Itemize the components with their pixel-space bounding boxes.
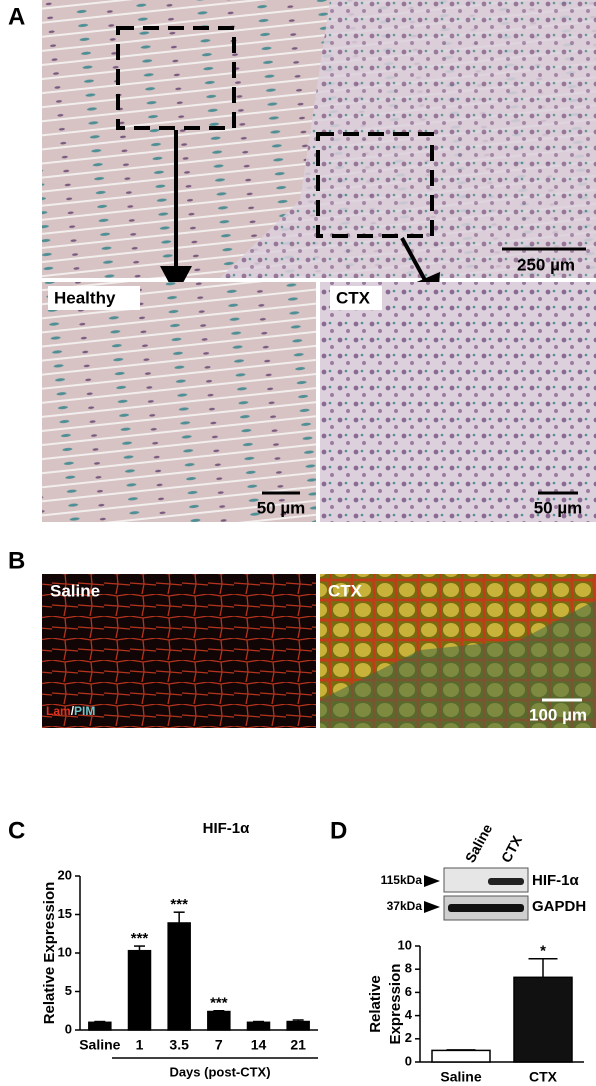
zoom-box (316, 132, 434, 238)
blot-band (448, 904, 524, 912)
stain-sep: / (71, 704, 75, 718)
significance: *** (131, 930, 149, 947)
panel-label: D (330, 817, 347, 844)
lane-label: Saline (462, 821, 496, 865)
y-tick-label: 0 (65, 1021, 72, 1036)
significance: *** (170, 896, 188, 913)
micrograph (42, 282, 316, 522)
y-axis-label: Relative (367, 975, 384, 1033)
bar (286, 1020, 310, 1031)
stain-label: Lam/PIM (46, 704, 95, 718)
bar (513, 976, 573, 1063)
scale-label: 50 µm (534, 498, 583, 517)
panel-label: C (8, 817, 25, 844)
label-bg (48, 286, 140, 310)
micrograph (320, 282, 596, 522)
bar (127, 949, 152, 1031)
panel-label: A (8, 3, 25, 30)
image-label: CTX (328, 581, 363, 600)
x-tick-label: 7 (215, 1037, 223, 1053)
image-label: Healthy (54, 288, 116, 307)
protein-label: GAPDH (532, 898, 586, 915)
bar (167, 922, 191, 1031)
scale-label: 50 µm (257, 498, 306, 517)
bar (88, 1021, 112, 1031)
y-tick-label: 15 (58, 906, 72, 921)
arrow-head (160, 266, 192, 296)
micrograph-infiltrate (320, 600, 596, 728)
x-tick-label: Saline (79, 1037, 120, 1053)
x-tick-label: 1 (136, 1037, 144, 1053)
blot-band (488, 878, 524, 885)
y-axis-label: Relative Expression (41, 882, 58, 1025)
y-tick-label: 2 (405, 1030, 412, 1045)
bar (207, 1010, 231, 1031)
panel-label: B (8, 547, 25, 574)
x-axis-label: Days (post-CTX) (169, 1064, 270, 1079)
y-tick-label: 10 (58, 944, 72, 959)
micrograph (42, 574, 316, 728)
significance: * (540, 943, 546, 960)
image-label: Saline (50, 581, 100, 600)
x-tick-label: 14 (251, 1037, 267, 1053)
bar (431, 1049, 491, 1063)
y-tick-label: 4 (405, 1007, 413, 1022)
bar (246, 1021, 271, 1031)
x-tick-label: Saline (440, 1069, 481, 1085)
x-tick-label: 21 (290, 1037, 306, 1053)
y-axis-label: Expression (387, 964, 404, 1045)
zoom-box (116, 26, 236, 130)
lane-label: CTX (498, 832, 526, 865)
marker-arrow (424, 901, 440, 913)
stain-lam: Lam (46, 704, 71, 718)
arrow (400, 237, 428, 283)
micrograph-injury (220, 0, 596, 278)
y-tick-label: 6 (405, 984, 412, 999)
x-tick-label: CTX (529, 1069, 558, 1085)
y-tick-label: 10 (398, 937, 412, 952)
y-tick-label: 5 (65, 983, 72, 998)
y-tick-label: 8 (405, 961, 412, 976)
marker-arrow (424, 875, 440, 887)
significance: *** (210, 995, 228, 1012)
image-label: CTX (336, 288, 371, 307)
stain-pim: PIM (74, 704, 95, 718)
marker-label: 37kDa (387, 899, 423, 913)
scale-label: 250 µm (517, 255, 575, 274)
y-tick-label: 0 (405, 1053, 412, 1068)
x-tick-label: 3.5 (169, 1037, 189, 1053)
label-bg (330, 286, 382, 310)
scale-label: 100 µm (529, 705, 587, 724)
y-tick-label: 20 (58, 867, 72, 882)
marker-label: 115kDa (381, 873, 423, 887)
protein-label: HIF-1α (532, 872, 580, 889)
chart-title: HIF-1α (203, 820, 251, 837)
